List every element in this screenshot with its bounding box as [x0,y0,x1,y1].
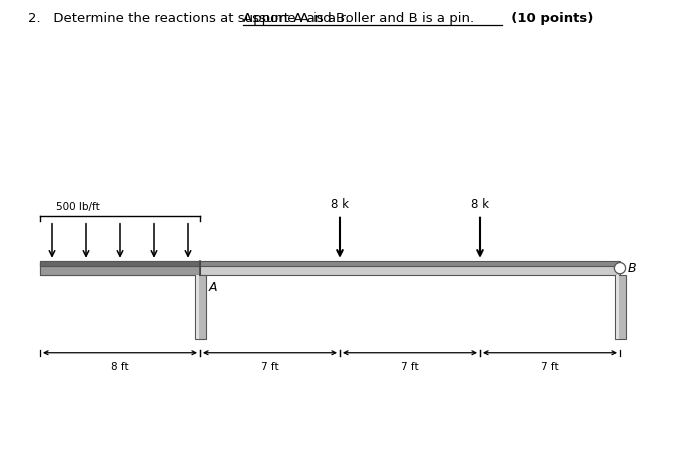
Text: (10 points): (10 points) [502,12,594,25]
Text: 7 ft: 7 ft [401,362,419,372]
Text: 7 ft: 7 ft [261,362,279,372]
Bar [195,275,199,339]
Text: B: B [628,261,636,274]
Text: 500 lb/ft: 500 lb/ft [56,202,99,211]
Text: 7 ft: 7 ft [541,362,559,372]
Bar [40,261,200,266]
Bar [615,275,626,339]
Text: 8 k: 8 k [331,198,349,211]
Circle shape [615,262,626,274]
Bar [615,275,619,339]
Text: 2.   Determine the reactions at support A and B.: 2. Determine the reactions at support A … [28,12,354,25]
Text: A: A [209,281,218,294]
Bar [40,261,620,266]
Text: Assume A is a roller and B is a pin.: Assume A is a roller and B is a pin. [243,12,474,25]
Bar [195,275,206,339]
Text: 8 k: 8 k [471,198,489,211]
Text: 8 ft: 8 ft [111,362,129,372]
Bar [40,263,200,275]
Bar [40,263,620,275]
